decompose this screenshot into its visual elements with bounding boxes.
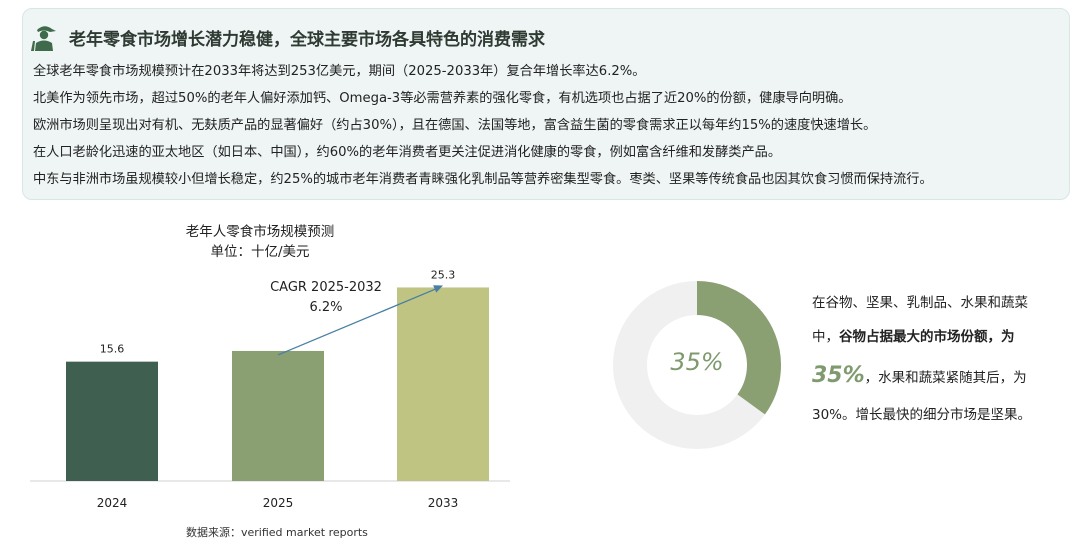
desc-line-2: 中，谷物占据最大的市场份额，为 (812, 326, 1072, 348)
desc-line-2a: 中， (812, 329, 839, 345)
paragraph-line: 中东与非洲市场虽规模较小但增长稳定，约25%的城市老年消费者青睐强化乳制品等营养… (33, 172, 933, 187)
data-label-2033: 25.3 (431, 268, 456, 281)
data-label-2024: 15.6 (100, 343, 125, 356)
desc-line-4: 30%。增长最快的细分市场是坚果。 (812, 407, 1032, 423)
donut-center-label: 35% (670, 348, 724, 376)
bar-2024 (66, 361, 158, 481)
desc-line-3: 35%，水果和蔬菜紧随其后，为 (812, 362, 1072, 390)
desc-line-3b: ，水果和蔬菜紧随其后，为 (864, 370, 1027, 386)
paragraph-line: 在人口老龄化迅速的亚太地区（如日本、中国），约60%的老年消费者更关注促进消化健… (33, 145, 782, 160)
bar-chart: 15.6 2024 2025 25.3 2033 (30, 268, 510, 510)
paragraph-line: 全球老年零食市场规模预计在2033年将达到253亿美元，期间（2025-2033… (33, 64, 646, 79)
info-panel: 老年零食市场增长潜力稳健，全球主要市场各具特色的消费需求 全球老年零食市场规模预… (22, 8, 1070, 200)
page-title: 老年零食市场增长潜力稳健，全球主要市场各具特色的消费需求 (69, 29, 545, 50)
paragraph-line: 欧洲市场则呈现出对有机、无麸质产品的显著偏好（约占30%），且在德国、法国等地，… (33, 118, 877, 133)
panel-header: 老年零食市场增长潜力稳健，全球主要市场各具特色的消费需求 (29, 19, 545, 55)
desc-line-1: 在谷物、坚果、乳制品、水果和蔬菜 (812, 295, 1028, 311)
farmer-icon (31, 26, 56, 51)
x-tick-2024: 2024 (97, 496, 128, 510)
trend-arrow-head (433, 285, 443, 293)
paragraph-list: 全球老年零食市场规模预计在2033年将达到253亿美元，期间（2025-2033… (33, 58, 1063, 193)
desc-percent: 35% (812, 363, 865, 388)
desc-line-2b: 谷物占据最大的市场份额，为 (839, 329, 1015, 345)
donut-chart (613, 281, 781, 449)
x-tick-2025: 2025 (263, 496, 294, 510)
donut-description: 在谷物、坚果、乳制品、水果和蔬菜 中，谷物占据最大的市场份额，为 35%，水果和… (812, 292, 1072, 426)
bar-2033 (397, 287, 489, 481)
bar-2025 (232, 350, 324, 481)
donut-slice-grains (613, 281, 781, 449)
chart-unit-text: 单位：十亿/美元 (210, 244, 310, 260)
cagr-label: CAGR 2025-2032 (270, 280, 382, 295)
bar-chart-title: 老年人零食市场规模预测 单位：十亿/美元 (160, 222, 360, 262)
cagr-value: 6.2% (309, 300, 343, 315)
chart-title-text: 老年人零食市场规模预测 (185, 224, 335, 240)
paragraph-line: 北美作为领先市场，超过50%的老年人偏好添加钙、Omega-3等必需营养素的强化… (33, 91, 852, 106)
trend-arrow (277, 287, 438, 356)
x-tick-2033: 2033 (428, 496, 459, 510)
cagr-annotation: CAGR 2025-2032 6.2% (262, 278, 390, 318)
data-source: 数据来源：verified market reports (186, 526, 368, 539)
